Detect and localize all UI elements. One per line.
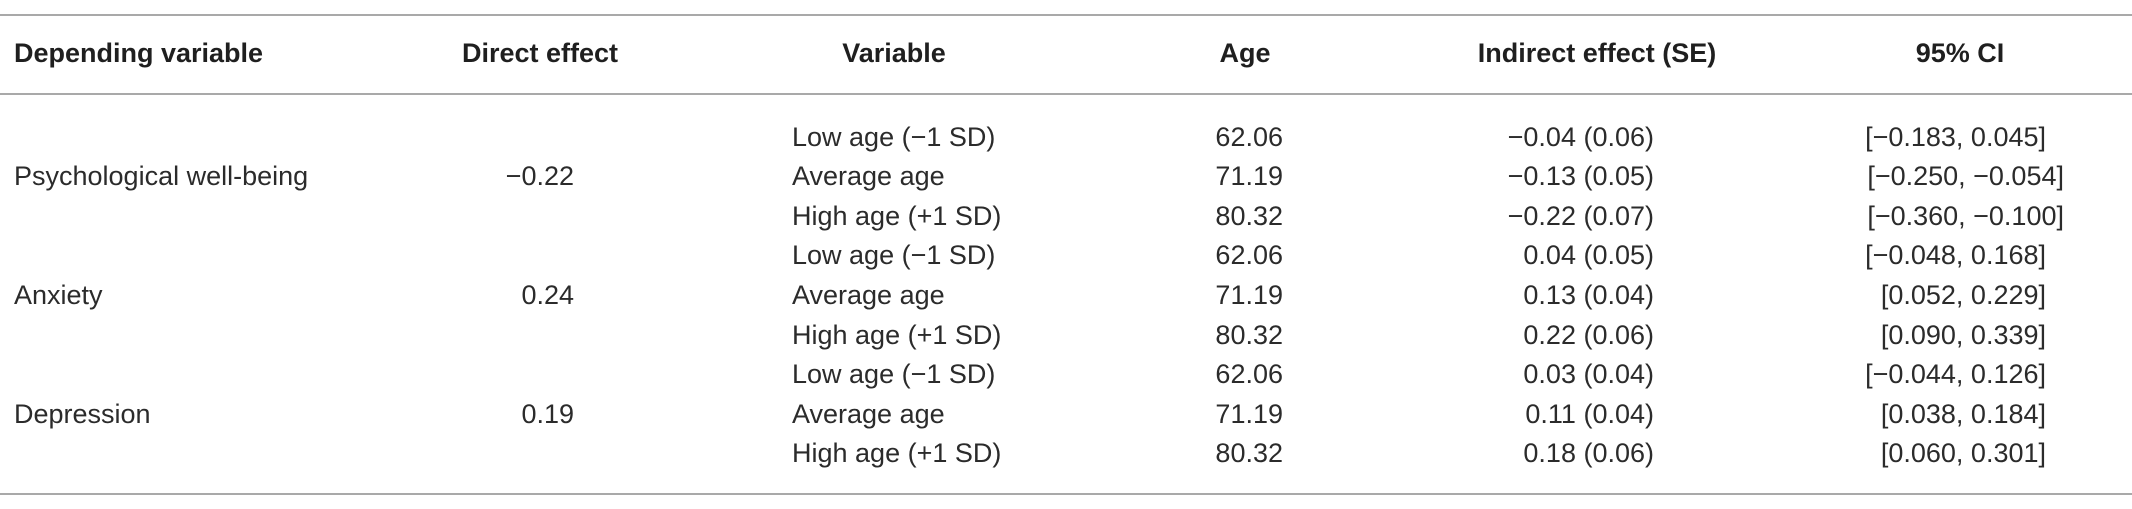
table-row-age: 62.06: [1215, 122, 1283, 152]
table-row-age: 71.19: [1215, 399, 1283, 429]
table-row-variable: High age (+1 SD): [792, 438, 1002, 468]
dependent-variable: Depression: [14, 399, 151, 429]
table-row-age: 80.32: [1215, 320, 1283, 350]
table-row-age: 62.06: [1215, 240, 1283, 270]
direct-effect-value: 0.19: [521, 399, 574, 429]
table-row-age: 71.19: [1215, 161, 1283, 191]
dependent-variable: Psychological well-being: [14, 161, 309, 191]
dependent-variable: Anxiety: [14, 280, 103, 310]
table-row-age: 62.06: [1215, 359, 1283, 389]
table-row-age: 71.19: [1215, 280, 1283, 310]
table-row-variable: Low age (−1 SD): [792, 122, 996, 152]
header-rule: [0, 93, 2132, 95]
table-row-variable: High age (+1 SD): [792, 201, 1002, 231]
table-row-variable: High age (+1 SD): [792, 320, 1002, 350]
table-row-age: 80.32: [1215, 438, 1283, 468]
direct-effect-value: −0.22: [505, 161, 574, 191]
table-row-variable: Low age (−1 SD): [792, 240, 996, 270]
table-row-indirect: 0.04 (0.05): [1523, 240, 1654, 270]
header-indirect-effect: Indirect effect (SE): [1477, 38, 1717, 68]
table-row-ci: [0.060, 0.301]: [1880, 438, 2046, 468]
table-row-variable: Low age (−1 SD): [792, 359, 996, 389]
table-row-variable: Average age: [792, 399, 945, 429]
direct-effect-value: 0.24: [521, 280, 574, 310]
table-row-age: 80.32: [1215, 201, 1283, 231]
table-row-indirect: 0.03 (0.04): [1523, 359, 1654, 389]
table-row-indirect: 0.18 (0.06): [1523, 438, 1654, 468]
table-row-indirect: 0.11 (0.04): [1525, 399, 1654, 429]
header-direct-effect: Direct effect: [461, 38, 619, 68]
table-top-rule: [0, 14, 2132, 16]
header-variable: Variable: [842, 38, 946, 68]
table-row-indirect: −0.04 (0.06): [1507, 122, 1654, 152]
table-row-ci: [−0.044, 0.126]: [1865, 359, 2046, 389]
header-ci: 95% CI: [1915, 38, 2005, 68]
header-depending-variable: Depending variable: [14, 38, 264, 68]
table-row-ci: [0.090, 0.339]: [1880, 320, 2046, 350]
table-row-variable: Average age: [792, 161, 945, 191]
table-row-variable: Average age: [792, 280, 945, 310]
table-bottom-rule: [0, 493, 2132, 495]
table-row-ci: [0.038, 0.184]: [1880, 399, 2046, 429]
table-row-ci: [−0.183, 0.045]: [1865, 122, 2046, 152]
table-row-indirect: −0.22 (0.07): [1507, 201, 1654, 231]
table-row-indirect: −0.13 (0.05): [1507, 161, 1654, 191]
table-row-indirect: 0.22 (0.06): [1523, 320, 1654, 350]
header-age: Age: [1219, 38, 1271, 68]
table-row-indirect: 0.13 (0.04): [1523, 280, 1654, 310]
table-row-ci: [−0.360, −0.100]: [1867, 201, 2064, 231]
table-row-ci: [−0.048, 0.168]: [1865, 240, 2046, 270]
table-row-ci: [0.052, 0.229]: [1880, 280, 2046, 310]
table-row-ci: [−0.250, −0.054]: [1867, 161, 2064, 191]
